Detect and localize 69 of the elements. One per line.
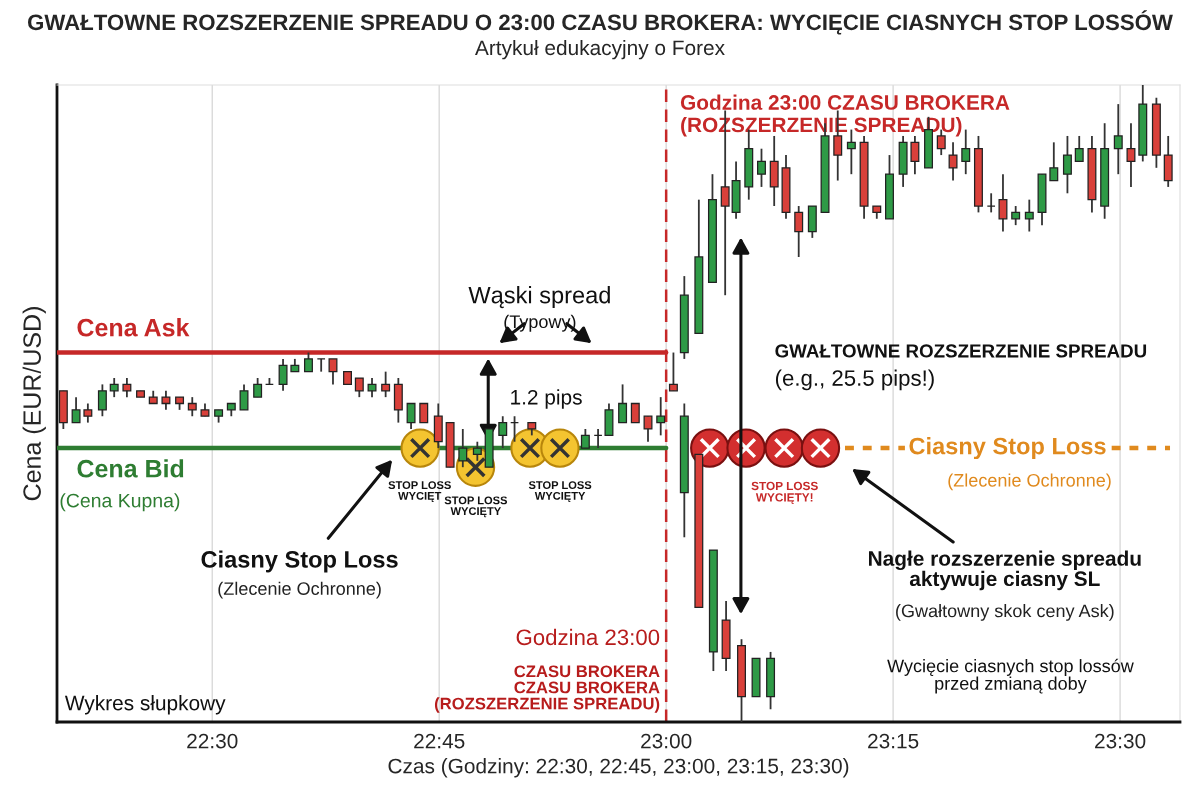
candlestick xyxy=(253,377,263,399)
candlestick xyxy=(1113,103,1123,176)
candlestick xyxy=(1074,135,1084,163)
candlestick xyxy=(97,383,107,418)
x-tick-label: 22:30 xyxy=(187,733,238,749)
series-label: Ciasny Stop Loss xyxy=(909,437,1106,460)
annotation: (Zlecenie Ochronne) xyxy=(218,581,381,599)
annotation: Wąski spread xyxy=(468,286,610,309)
candlestick xyxy=(1126,122,1136,188)
candlestick xyxy=(303,351,313,373)
candlestick xyxy=(948,141,958,182)
y-axis-title: Cena (EUR/USD) xyxy=(22,307,46,501)
series-label: Cena Bid xyxy=(77,459,184,478)
candlestick xyxy=(643,415,653,443)
candlestick xyxy=(354,377,364,399)
candlestick xyxy=(122,377,132,399)
annotation: Wykres słupkowy xyxy=(64,695,226,715)
candlestick xyxy=(239,383,249,411)
annotation: (e.g., 25.5 pips!) xyxy=(775,369,934,391)
annotation: STOP LOSS WYCIĘTY xyxy=(444,496,508,518)
candlestick xyxy=(1049,141,1059,182)
candlestick xyxy=(1024,198,1034,233)
annotation: STOP LOSS WYCIĘTY xyxy=(528,481,592,502)
series-label: Cena Ask xyxy=(77,318,190,337)
candlestick xyxy=(1062,135,1072,195)
candlestick xyxy=(846,128,856,176)
chart-title: GWAŁTOWNE ROZSZERZENIE SPREADU O 23:00 CZASU BROKERA: WYCIĘCIE CIASNYCH STOP LOSSÓW xyxy=(27,10,1173,35)
candlestick xyxy=(794,205,804,258)
chart-subtitle: Artykuł edukacyjny o Forex xyxy=(475,39,725,60)
annotation: (Gwałtowny skok ceny Ask) xyxy=(896,604,1114,621)
candlestick xyxy=(161,389,171,411)
annotation: Nagłe rozszerzenie spreadu aktywuje ciasny SL xyxy=(869,550,1141,591)
x-tick-label: 23:30 xyxy=(1095,733,1146,749)
candlestick xyxy=(278,358,288,392)
x-axis-title: Czas (Godziny: 22:30, 22:45, 23:00, 23:15, 23:30) xyxy=(388,758,849,778)
candlestick xyxy=(998,173,1008,233)
candlestick xyxy=(910,135,920,176)
candlestick xyxy=(498,415,508,449)
candlestick xyxy=(419,402,429,424)
candlestick xyxy=(472,440,482,462)
x-tick-label: 23:15 xyxy=(868,733,919,749)
annotation: GWAŁTOWNE ROZSZERZENIE SPREADU xyxy=(775,344,1147,358)
annotation: (Cena Kupna) xyxy=(60,493,180,512)
x-tick-label: 23:00 xyxy=(641,733,692,749)
candlestick xyxy=(580,428,590,449)
candlestick xyxy=(757,147,766,188)
candlestick xyxy=(187,396,197,418)
candlestick xyxy=(618,383,628,424)
candlestick xyxy=(71,396,81,424)
annotation: Godzina 23:00 xyxy=(516,628,660,646)
annotation: (Zlecenie Ochronne) xyxy=(948,473,1111,491)
candlestick xyxy=(381,370,391,399)
candlestick xyxy=(328,358,338,386)
candlestick xyxy=(406,402,416,430)
annotation: 1.2 pips xyxy=(511,389,582,409)
annotation: Ciasny Stop Loss xyxy=(201,550,398,573)
candlestick xyxy=(961,128,971,176)
candlestick xyxy=(630,402,640,424)
x-tick-label: 22:45 xyxy=(414,733,465,749)
annotation: Wycięcie ciasnych stop lossów przed zmianą doby xyxy=(887,658,1134,694)
annotation: (Typowy) xyxy=(504,314,576,332)
annotation: CZASU BROKERA CZASU BROKERA (ROZSZERZENIE SPREADU) xyxy=(434,665,660,713)
annotation: STOP LOSS WYCIĘTY! xyxy=(751,481,818,504)
candlestick xyxy=(367,377,377,399)
candlestick xyxy=(656,396,666,437)
candlestick xyxy=(109,377,119,399)
candlestick xyxy=(1011,205,1021,227)
candlestick xyxy=(83,402,93,424)
candlestick xyxy=(668,351,678,392)
